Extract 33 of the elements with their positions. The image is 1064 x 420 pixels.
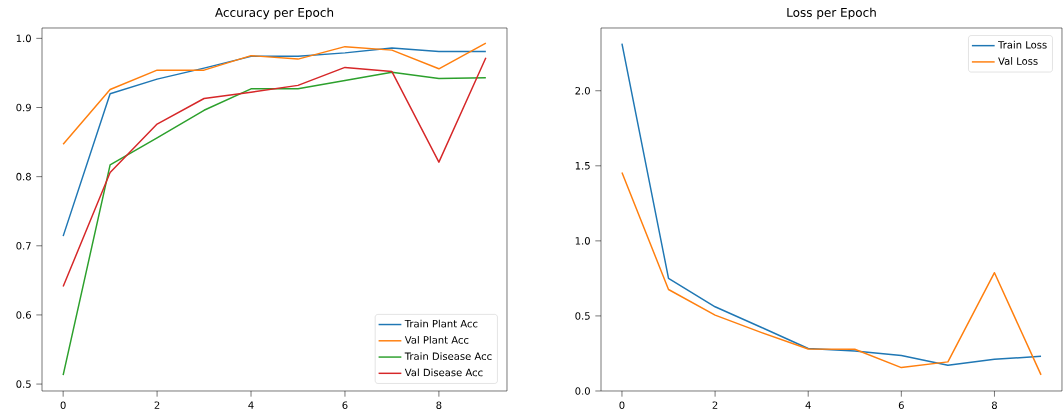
x-tick-label: 0 [619,401,625,409]
x-tick-label: 6 [898,401,904,409]
legend-label: Val Loss [998,57,1038,65]
y-tick-label: 1.0 [16,34,31,43]
line-series [62,42,487,145]
legend-label: Val Plant Acc [404,336,469,344]
y-tick-label: 1.0 [575,237,590,245]
line-series [62,56,487,288]
y-tick-label: 1.5 [575,162,590,170]
line-series [621,171,1042,376]
x-tick-label: 6 [342,401,348,409]
x-tick-label: 8 [991,401,997,409]
y-tick-label: 0.8 [16,172,31,181]
y-tick-label: 2.0 [575,86,590,95]
x-tick-label: 4 [805,401,811,409]
y-tick-label: 0.9 [16,103,31,112]
y-tick-label: 0.6 [16,311,31,319]
x-tick-label: 0 [60,401,66,409]
legend-label: Train Loss [998,40,1047,49]
x-tick-label: 8 [436,401,442,409]
y-tick-label: 0.0 [575,387,590,395]
legend-label: Val Disease Acc [404,368,483,377]
x-tick-label: 4 [248,401,254,409]
chart-title: Accuracy per Epoch [215,7,334,20]
y-tick-label: 0.5 [16,380,31,388]
line-series [62,47,487,237]
x-tick-label: 2 [712,401,718,409]
legend-label: Train Plant Acc [404,319,478,328]
chart-title: Loss per Epoch [787,7,876,20]
y-tick-label: 0.5 [575,312,590,320]
y-tick-label: 0.7 [16,242,31,250]
x-tick-label: 2 [154,401,160,409]
legend-label: Train Disease Acc [404,352,492,361]
